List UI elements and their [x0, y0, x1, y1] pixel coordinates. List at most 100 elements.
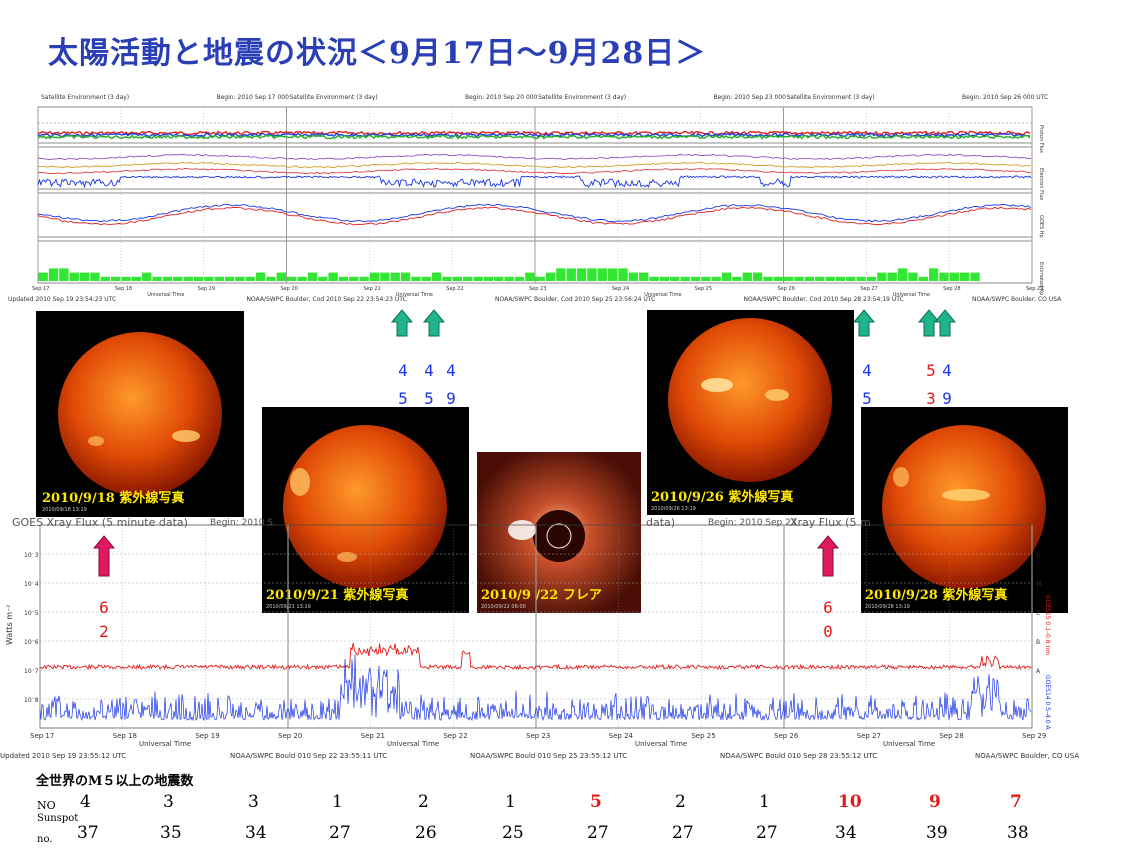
- sun-image-timestamp: 2010/09/26 13:19: [651, 506, 696, 512]
- kp-bar: [649, 276, 659, 281]
- goes-xray-flux-chart: 10⁻3 10⁻4 10⁻5 10⁻6 10⁻7 10⁻8 Sep 17 Sep 18 Sep …: [0, 524, 1079, 760]
- table-cell-no: 5: [590, 792, 602, 812]
- kp-bar: [514, 276, 525, 281]
- kp-bar: [835, 276, 846, 281]
- table-cell-no: 2: [418, 792, 429, 812]
- kp-bar: [815, 276, 825, 281]
- kp-bar: [473, 276, 483, 281]
- panel-begin: Begin: 2010 Sep 23 000: [714, 94, 787, 101]
- sun-image-0918: 2010/9/18 紫外線写真 2010/09/18 13:19: [36, 311, 244, 517]
- kp-bar: [887, 272, 897, 281]
- table-cell-sunspot: 37: [77, 823, 99, 843]
- kp-bar: [597, 268, 607, 281]
- day-tick: Sep 19: [195, 732, 219, 740]
- kp-bar: [752, 272, 763, 281]
- arrow-up-icon: [852, 309, 876, 337]
- kp-bar: [545, 272, 556, 281]
- kp-bar: [618, 268, 628, 281]
- table-cell-no: 10: [838, 792, 862, 812]
- panel-header: Satellite Environment (3 day): [290, 94, 378, 101]
- kp-bar: [711, 276, 721, 281]
- kp-bar: [732, 276, 742, 281]
- page-title: 太陽活動と地震の状況＜9月17日～9月28日＞: [48, 36, 707, 71]
- kp-bar: [794, 276, 804, 281]
- kp-bar: [763, 276, 773, 281]
- kp-bar: [349, 276, 359, 281]
- y-axis-label: Watts m⁻²: [5, 604, 14, 645]
- table-cell-no: 9: [929, 792, 941, 812]
- kp-bar: [193, 276, 204, 281]
- day-tick: Sep 23: [529, 286, 546, 292]
- y-tick: 10⁻6: [24, 639, 39, 646]
- kp-bar: [359, 276, 369, 281]
- flare-class: C: [1036, 610, 1040, 617]
- kp-bar: [173, 276, 183, 281]
- kp-bar: [483, 276, 494, 281]
- kp-bar: [670, 276, 680, 281]
- axis-label: Universal Time: [147, 292, 184, 298]
- kp-bar: [380, 272, 390, 281]
- sun-image-label: 2010/9/21 紫外線写真: [266, 588, 409, 603]
- kp-bar: [587, 268, 597, 281]
- kp-bar: [266, 276, 276, 281]
- sun-image-label: 2010/9/26 紫外線写真: [651, 490, 794, 505]
- kp-bar: [804, 276, 815, 281]
- kp-bar: [328, 272, 338, 281]
- kp-bar: [701, 276, 711, 281]
- kp-bar: [690, 276, 701, 281]
- kp-bar: [494, 276, 504, 281]
- kp-bar: [48, 268, 59, 281]
- sun-disk: [668, 318, 832, 482]
- panel-begin: Begin: 2010 Sep 26 000 UTC: [962, 94, 1048, 101]
- kp-bar: [452, 276, 463, 281]
- kp-bar: [928, 268, 939, 281]
- table-cell-no: 3: [248, 792, 259, 812]
- kp-bar: [307, 272, 318, 281]
- axis-label: Universal Time: [883, 740, 935, 748]
- kp-bar: [318, 276, 328, 281]
- day-tick: Sep 20: [281, 286, 298, 292]
- kp-bar: [877, 272, 887, 281]
- sun-image-label: 2010/9/28 紫外線写真: [865, 588, 1008, 603]
- axis-label: Universal Time: [387, 740, 439, 748]
- table-cell-no: 7: [1010, 792, 1022, 812]
- y-tick: 10⁻3: [24, 552, 39, 559]
- coronagraph-image-0922: 2010/9 /22 フレア 2010/09/22 06:00: [477, 452, 641, 613]
- side-label: Proton Flux: [1038, 125, 1044, 153]
- day-tick: Sep 18: [113, 732, 137, 740]
- panel-footer: NOAA/SWPC Boulder, CO USA: [975, 752, 1079, 760]
- xray-long-trace: [39, 642, 1032, 671]
- kp-bar: [110, 276, 121, 281]
- kp-bar: [400, 272, 411, 281]
- kp-bar: [897, 268, 908, 281]
- panel-footer: NOAA/SWPC Bould 010 Sep 28 23:55:12 UTC: [720, 752, 877, 760]
- day-tick: Sep 25: [695, 286, 712, 292]
- table-cell-sunspot: 27: [756, 823, 778, 843]
- kp-bar: [100, 276, 110, 281]
- kp-bar: [183, 276, 193, 281]
- panel-footer: NOAA/SWPC Boulder, Cod 2010 Sep 25 23:56…: [495, 296, 655, 303]
- panel-footer: NOAA/SWPC Bould 010 Sep 22 23:55:11 UTC: [230, 752, 387, 760]
- kp-bar: [338, 276, 349, 281]
- kp-bar: [38, 272, 48, 281]
- arrow-up-icon: [917, 309, 941, 337]
- arrows-layer: [92, 309, 957, 577]
- row-label-sunspot: Sunspot: [37, 813, 79, 824]
- flare-class: X: [1036, 552, 1040, 559]
- arrow-up-icon: [816, 535, 840, 577]
- kp-bar: [525, 272, 535, 281]
- sun-image-0926: 2010/9/26 紫外線写真 2010/09/26 13:19: [647, 310, 854, 515]
- kp-bar: [287, 276, 297, 281]
- kp-bar: [121, 276, 131, 281]
- day-tick: Sep 22: [446, 286, 463, 292]
- kp-bar: [245, 276, 255, 281]
- table-cell-sunspot: 27: [672, 823, 694, 843]
- sun-disk: [283, 425, 447, 589]
- kp-bar: [659, 276, 670, 281]
- kp-bar: [131, 276, 142, 281]
